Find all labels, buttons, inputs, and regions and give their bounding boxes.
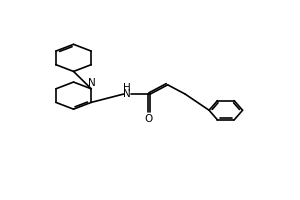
- Text: O: O: [144, 114, 152, 124]
- Text: N: N: [88, 78, 96, 88]
- Text: N: N: [123, 89, 131, 99]
- Text: H: H: [123, 83, 131, 93]
